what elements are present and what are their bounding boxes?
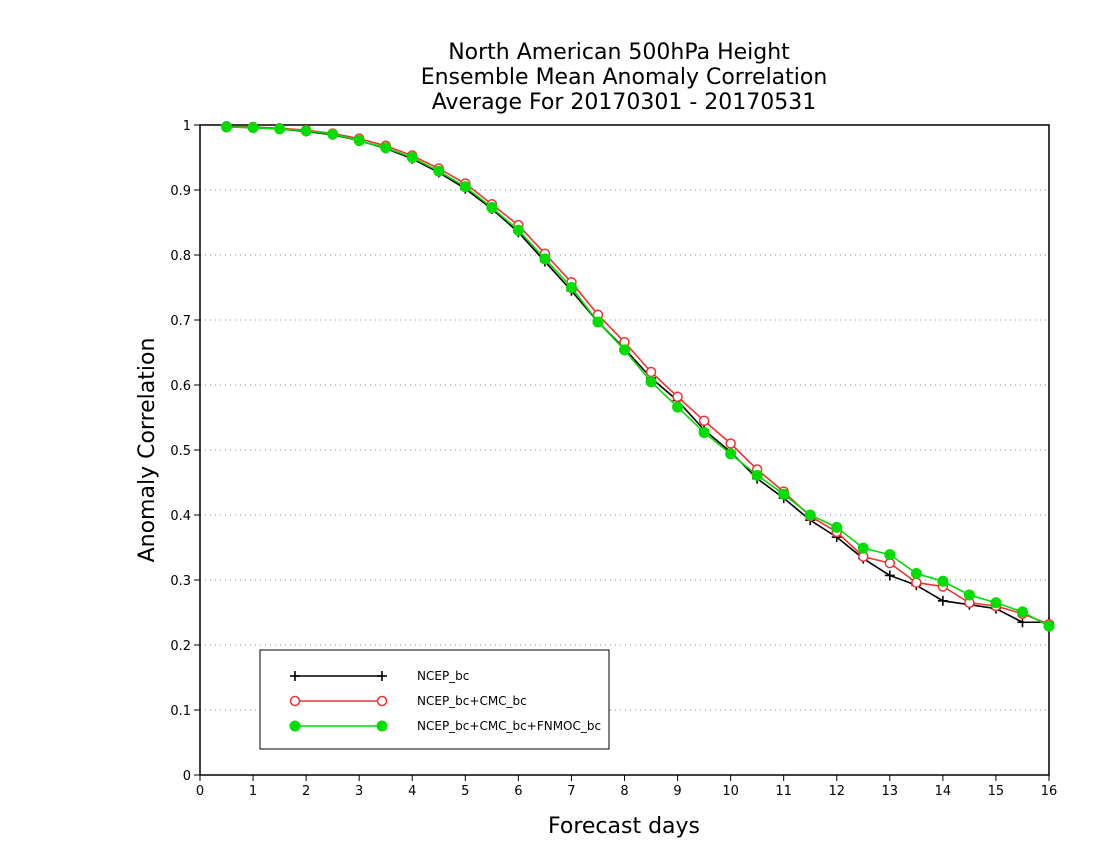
data-point xyxy=(698,415,710,426)
data-point xyxy=(672,401,684,413)
series-line xyxy=(226,126,1049,624)
legend-entry-2: NCEP_bc+CMC_bc xyxy=(289,694,527,708)
data-point xyxy=(725,438,736,449)
data-point xyxy=(645,366,657,378)
y-tick-label: 0.3 xyxy=(170,574,191,589)
x-tick-label: 11 xyxy=(775,784,792,799)
data-point xyxy=(804,509,816,521)
x-tick-label: 4 xyxy=(408,784,416,799)
data-point xyxy=(910,568,922,579)
y-tick-label: 0.8 xyxy=(170,249,191,264)
legend-marker xyxy=(377,671,387,681)
data-point xyxy=(911,577,922,588)
data-point xyxy=(327,128,339,140)
data-point xyxy=(1016,606,1028,618)
legend-marker xyxy=(289,695,301,707)
data-point xyxy=(1043,620,1055,632)
data-point xyxy=(380,142,392,154)
series-line xyxy=(226,125,1050,625)
data-point xyxy=(486,202,498,214)
data-point xyxy=(565,282,577,293)
data-point xyxy=(963,589,975,601)
y-tick-label: 0.2 xyxy=(170,639,191,654)
y-tick-label: 0.4 xyxy=(170,509,191,524)
data-point xyxy=(672,391,683,402)
x-tick-label: 12 xyxy=(828,784,845,799)
x-tick-label: 1 xyxy=(249,784,257,799)
legend-marker xyxy=(290,671,300,681)
data-point xyxy=(831,521,843,533)
data-point xyxy=(406,152,418,163)
y-tick-label: 0.9 xyxy=(170,184,191,199)
x-tick-label: 14 xyxy=(935,784,952,799)
legend: NCEP_bc NCEP_bc+CMC_bc NCEP_bc+CMC_bc+FNMO… xyxy=(259,649,610,750)
legend-entry-3: NCEP_bc+CMC_bc+FNMOC_bc xyxy=(289,719,601,733)
x-tick-label: 16 xyxy=(1041,784,1058,799)
data-point xyxy=(592,316,604,328)
y-tick-label: 0.5 xyxy=(170,444,191,459)
series-2 xyxy=(221,121,1055,630)
axis-ticks: 00.10.20.30.40.50.60.70.80.910 1 2 3 4 5 6 7 8 9 1… xyxy=(170,119,1057,799)
x-axis-label: Forecast days xyxy=(548,814,700,839)
series-group xyxy=(221,121,1055,632)
data-point xyxy=(645,376,657,388)
x-tick-label: 7 xyxy=(567,784,575,799)
y-tick-label: 0.1 xyxy=(170,704,191,719)
legend-marker xyxy=(376,695,388,707)
data-point xyxy=(990,597,1002,609)
series-1 xyxy=(221,121,1054,628)
x-tick-label: 2 xyxy=(302,784,310,799)
data-point xyxy=(433,165,445,177)
chart-title-line-3: Average For 20170301 - 20170531 xyxy=(432,90,817,115)
data-point xyxy=(751,469,763,481)
data-point xyxy=(884,570,895,581)
x-tick-label: 6 xyxy=(514,784,522,799)
legend-box xyxy=(259,649,610,750)
legend-label: NCEP_bc xyxy=(417,669,469,683)
y-axis-label: Anomaly Correlation xyxy=(135,338,160,563)
x-tick-label: 5 xyxy=(461,784,469,799)
data-point xyxy=(937,595,948,606)
series-line xyxy=(226,126,1050,627)
data-point xyxy=(459,181,471,193)
x-tick-label: 13 xyxy=(882,784,899,799)
chart-title-line-1: North American 500hPa Height xyxy=(448,40,790,65)
legend-label: NCEP_bc+CMC_bc+FNMOC_bc xyxy=(417,719,601,733)
data-point xyxy=(937,575,949,587)
x-tick-label: 8 xyxy=(620,784,628,799)
data-point xyxy=(512,224,524,236)
legend-entry-1: NCEP_bc xyxy=(290,669,469,683)
series-3 xyxy=(221,121,1055,632)
x-tick-label: 3 xyxy=(355,784,363,799)
data-point xyxy=(698,426,710,438)
data-point xyxy=(857,542,869,554)
data-point xyxy=(274,123,286,135)
data-point xyxy=(778,488,790,500)
y-tick-label: 0.7 xyxy=(170,314,191,329)
data-point xyxy=(221,121,233,133)
data-point xyxy=(353,135,365,147)
legend-label: NCEP_bc+CMC_bc xyxy=(417,694,527,708)
data-point xyxy=(300,125,312,137)
data-point xyxy=(539,253,551,265)
legend-marker xyxy=(289,720,301,732)
data-point xyxy=(884,549,896,561)
x-tick-label: 0 xyxy=(196,784,204,799)
y-tick-label: 0 xyxy=(183,769,191,784)
x-tick-label: 15 xyxy=(988,784,1005,799)
data-point xyxy=(619,344,630,356)
x-tick-label: 9 xyxy=(673,784,681,799)
chart-title-line-2: Ensemble Mean Anomaly Correlation xyxy=(421,65,828,90)
legend-marker xyxy=(376,720,388,732)
y-tick-label: 1 xyxy=(183,119,191,134)
y-tick-label: 0.6 xyxy=(170,379,191,394)
data-point xyxy=(247,122,259,134)
x-tick-label: 10 xyxy=(722,784,739,799)
data-point xyxy=(725,448,737,460)
